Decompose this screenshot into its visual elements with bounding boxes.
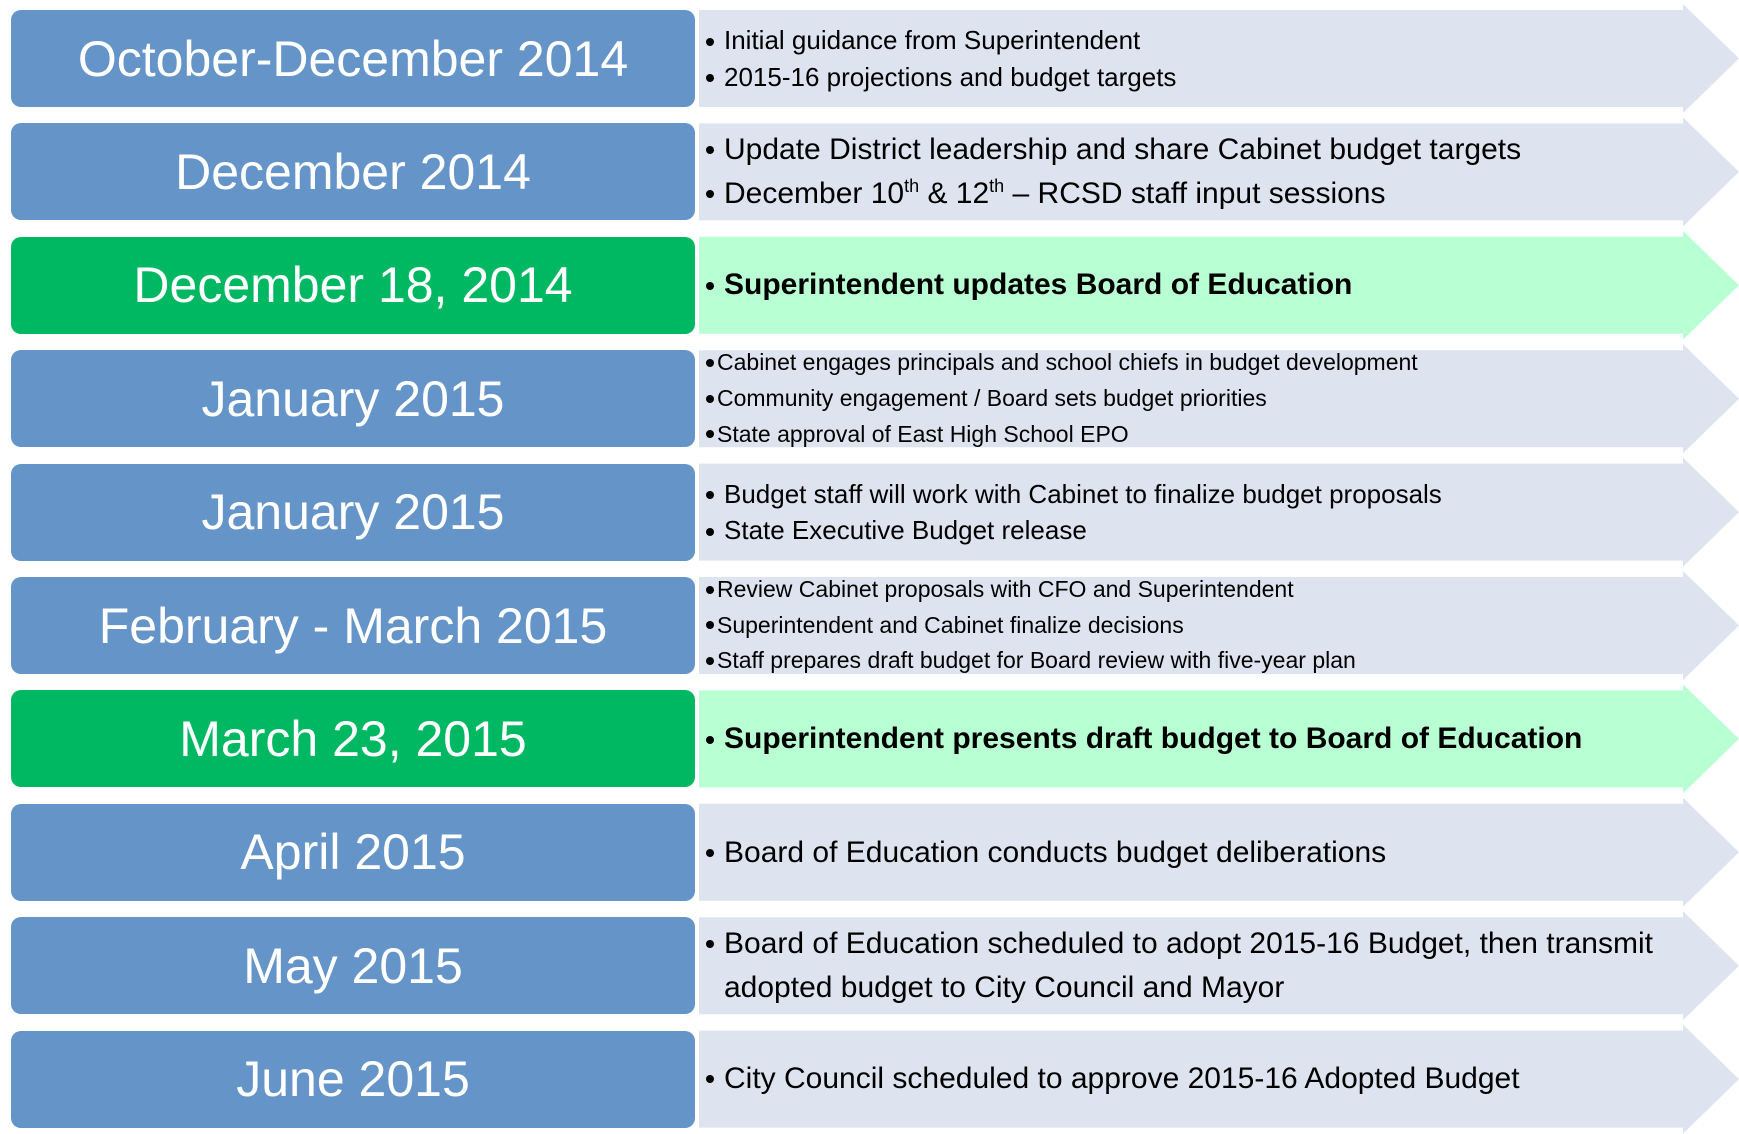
bullet-text: Community engagement / Board sets budget… — [717, 384, 1267, 411]
timeline-row: October-December 2014 Initial guidance fr… — [0, 10, 1739, 107]
period-label: December 18, 2014 — [11, 236, 695, 334]
period-label: January 2015 — [11, 463, 695, 561]
bullet-list: Initial guidance from Superintendent 2015… — [704, 10, 1664, 107]
bullet-text: Cabinet engages principals and school ch… — [717, 349, 1418, 376]
bullet-text: Superintendent updates Board of Educatio… — [724, 268, 1353, 302]
period-label: February - March 2015 — [11, 577, 695, 674]
bullet-text: Update District leadership and share Cab… — [724, 133, 1522, 167]
bullet: Community engagement / Board sets budget… — [704, 381, 1664, 417]
bullet-list: Budget staff will work with Cabinet to f… — [704, 464, 1664, 561]
bullet-dot — [706, 189, 714, 198]
bullet: State approval of East High School EPO — [704, 417, 1664, 453]
arrow — [699, 911, 1739, 1020]
bullet: Superintendent and Cabinet finalize deci… — [704, 608, 1664, 644]
bullet: State Executive Budget release — [704, 512, 1664, 548]
bullet-dot — [706, 585, 714, 594]
bullet-text: Staff prepares draft budget for Board re… — [717, 647, 1356, 674]
bullet-list: Superintendent updates Board of Educatio… — [704, 237, 1664, 334]
bullet-text: Initial guidance from Superintendent — [724, 25, 1141, 56]
arrow — [699, 798, 1739, 907]
bullet-text: State approval of East High School EPO — [717, 420, 1129, 447]
bullet-dot — [706, 491, 714, 500]
arrow — [699, 4, 1739, 113]
arrow — [699, 684, 1739, 793]
bullet-dot — [706, 74, 714, 83]
period-label: December 2014 — [11, 123, 695, 221]
period-label: April 2015 — [11, 803, 695, 901]
period-label: October-December 2014 — [11, 10, 695, 107]
bullet-text: 2015-16 projections and budget targets — [724, 61, 1177, 92]
bullet: Superintendent updates Board of Educatio… — [704, 264, 1664, 306]
timeline-row: January 2015 Budget staff will work with … — [0, 464, 1739, 561]
bullet: City Council scheduled to approve 2015-1… — [704, 1057, 1664, 1101]
arrow — [699, 344, 1739, 453]
bullet-text: December 10th & 12th – RCSD staff input … — [724, 172, 1385, 216]
superscript: th — [904, 175, 920, 196]
timeline-row: February - March 2015 Review Cabinet prop… — [0, 577, 1739, 674]
bullet-list: Review Cabinet proposals with CFO and Su… — [704, 576, 1664, 674]
bullet-text: Superintendent and Cabinet finalize deci… — [717, 611, 1184, 638]
timeline-row: January 2015 Cabinet engages principals a… — [0, 350, 1739, 447]
timeline-row: May 2015 Board of Education scheduled to … — [0, 917, 1739, 1014]
arrow — [699, 117, 1739, 226]
bullet: Budget staff will work with Cabinet to f… — [704, 476, 1664, 512]
period-label: May 2015 — [11, 917, 695, 1015]
bullet-dot — [706, 735, 714, 744]
bullet-list: Board of Education scheduled to adopt 20… — [704, 917, 1664, 1014]
text-part: & 12 — [919, 176, 990, 210]
bullet: 2015-16 projections and budget targets — [704, 59, 1664, 95]
bullet-text: City Council scheduled to approve 2015-1… — [724, 1062, 1520, 1096]
bullet-dot — [706, 940, 714, 949]
bullet: Review Cabinet proposals with CFO and Su… — [704, 572, 1664, 608]
bullet-dot — [706, 527, 714, 536]
bullet: Initial guidance from Superintendent — [704, 22, 1664, 58]
arrow — [699, 458, 1739, 567]
bullet-text: State Executive Budget release — [724, 515, 1087, 546]
period-label: January 2015 — [11, 350, 695, 448]
bullet-dot — [706, 282, 714, 291]
bullet-text: Board of Education conducts budget delib… — [724, 835, 1387, 869]
bullet: Staff prepares draft budget for Board re… — [704, 643, 1664, 679]
bullet-dot — [706, 359, 714, 368]
arrow — [699, 231, 1739, 340]
bullet: Board of Education scheduled to adopt 20… — [704, 922, 1664, 1009]
bullet-dot — [706, 1075, 714, 1084]
text-part: – RCSD staff input sessions — [1004, 176, 1386, 210]
bullet-dot — [706, 621, 714, 630]
bullet-list: Cabinet engages principals and school ch… — [704, 349, 1664, 447]
bullet-list: Superintendent presents draft budget to … — [704, 690, 1664, 787]
timeline-row: June 2015 City Council scheduled to appro… — [0, 1031, 1739, 1128]
bullet-dot — [706, 848, 714, 857]
timeline-row: March 23, 2015 Superintendent presents dr… — [0, 690, 1739, 787]
bullet: Board of Education conducts budget delib… — [704, 831, 1664, 875]
bullet: Update District leadership and share Cab… — [704, 128, 1664, 172]
arrow — [699, 1025, 1739, 1134]
bullet-dot — [706, 430, 714, 439]
text-part: December 10 — [724, 176, 905, 210]
bullet-list: City Council scheduled to approve 2015-1… — [704, 1031, 1664, 1128]
bullet-dot — [706, 657, 714, 666]
period-label: June 2015 — [11, 1030, 695, 1128]
bullet-text: Review Cabinet proposals with CFO and Su… — [717, 576, 1294, 603]
bullet-dot — [706, 146, 714, 155]
bullet-text: Budget staff will work with Cabinet to f… — [724, 478, 1442, 509]
bullet: Cabinet engages principals and school ch… — [704, 345, 1664, 381]
period-label: March 23, 2015 — [11, 690, 695, 788]
bullet: Superintendent presents draft budget to … — [704, 718, 1664, 760]
timeline-row: December 18, 2014 Superintendent updates … — [0, 237, 1739, 334]
timeline-row: December 2014 Update District leadership … — [0, 123, 1739, 220]
bullet-dot — [706, 37, 714, 46]
superscript: th — [989, 175, 1005, 196]
timeline-row: April 2015 Board of Education conducts bu… — [0, 804, 1739, 901]
bullet-text: Superintendent presents draft budget to … — [724, 721, 1583, 755]
bullet-list: Board of Education conducts budget delib… — [704, 804, 1664, 901]
bullet-text: Board of Education scheduled to adopt 20… — [724, 927, 1653, 1004]
bullet-list: Update District leadership and share Cab… — [704, 123, 1664, 220]
arrow — [699, 571, 1739, 680]
bullet: December 10th & 12th – RCSD staff input … — [704, 172, 1664, 216]
bullet-dot — [706, 394, 714, 403]
